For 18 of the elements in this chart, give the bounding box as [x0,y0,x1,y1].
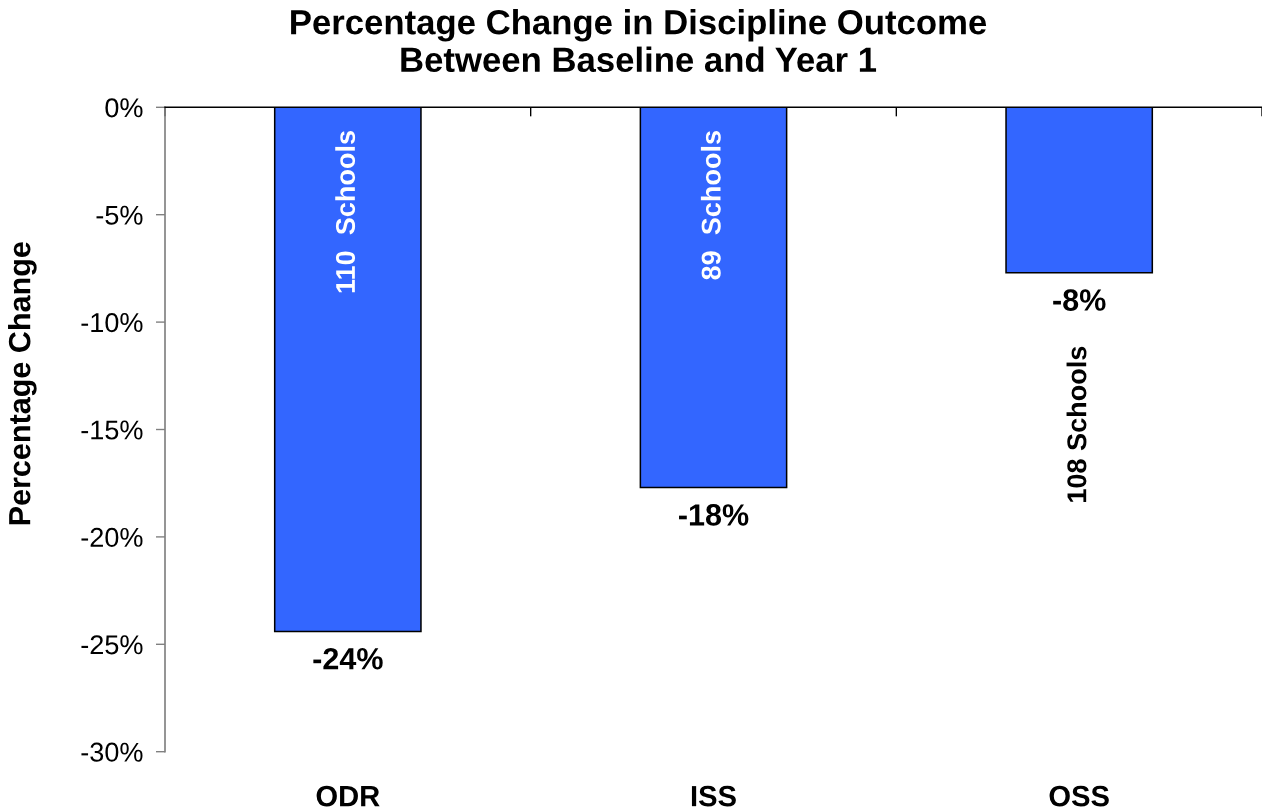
chart-title: Percentage Change in Discipline Outcome Between Baseline and Year 1 [291,9,987,73]
annotation: 89 Schools [700,131,721,280]
x-tick-label: ISS [691,785,736,807]
y-tick-label: -25% [81,635,143,655]
x-tick-label: ODR [316,785,380,807]
annotation: 110 Schools [335,131,356,293]
data-label: -24% [313,647,383,670]
data-label: -18% [679,504,749,526]
y-tick-label: -20% [81,527,143,547]
y-tick-label: -5% [96,205,143,225]
annotation: 108 Schools [1066,346,1087,502]
y-tick-label: -10% [81,313,143,333]
data-label: -8% [1053,289,1106,311]
y-axis-title: Percentage Change [8,242,37,525]
y-tick-label: -15% [81,420,143,440]
x-tick-label: OSS [1049,785,1109,807]
y-tick-label: 0% [105,98,143,118]
y-tick-label: -30% [81,742,143,762]
